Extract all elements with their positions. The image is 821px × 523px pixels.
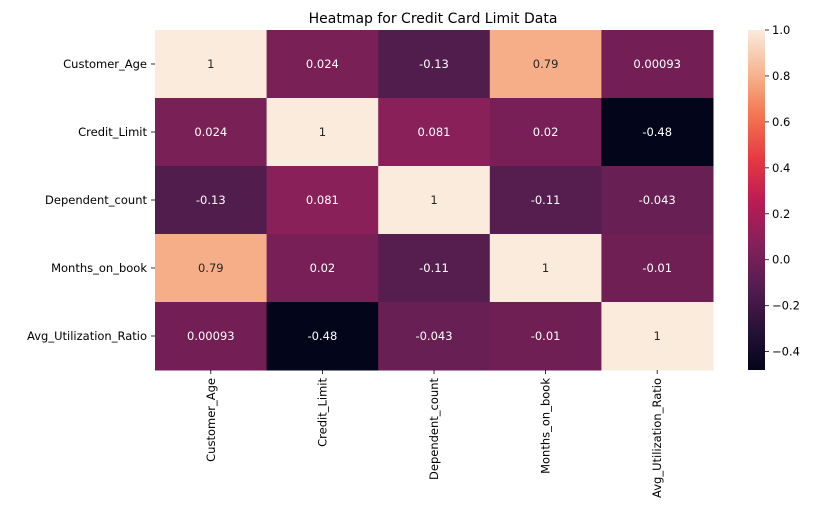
colorbar-tick-label: −0.2 [772, 299, 800, 313]
heatmap-cell [601, 234, 714, 303]
heatmap-cell [489, 302, 602, 371]
cell-value-label: -0.48 [308, 329, 338, 343]
cell-value-label: 1 [542, 261, 549, 275]
y-tick-label: Credit_Limit [78, 125, 147, 139]
colorbar: 1.0 0.8 0.6 0.4 0.2 0.0 −0.2 −0.4 [748, 23, 800, 370]
cell-value-label: 1 [430, 193, 437, 207]
colorbar-gradient [748, 30, 765, 370]
heatmap-cell [601, 30, 714, 99]
heatmap-cell [378, 166, 491, 235]
heatmap-cell [155, 30, 268, 99]
heatmap-cell [489, 234, 602, 303]
cell-value-label: 1 [207, 57, 214, 71]
colorbar-tick-label: 1.0 [772, 23, 790, 37]
y-tick-label: Dependent_count [45, 193, 147, 207]
heatmap-cell [601, 166, 714, 235]
cell-value-label: -0.11 [419, 261, 449, 275]
heatmap-cell [378, 30, 491, 99]
heatmap-cell [155, 98, 268, 167]
heatmap-cell [266, 30, 379, 99]
cell-value-label: -0.48 [642, 125, 672, 139]
cell-value-label: 1 [654, 329, 661, 343]
cell-value-label: 0.02 [533, 125, 559, 139]
heatmap-cell [378, 234, 491, 303]
heatmap-cell [601, 302, 714, 371]
x-tick-label: Dependent_count [427, 378, 441, 480]
colorbar-tick-label: 0.4 [772, 161, 790, 175]
colorbar-tick-label: 0.6 [772, 115, 790, 129]
cell-value-label: -0.043 [639, 193, 676, 207]
heatmap-cell [266, 234, 379, 303]
heatmap-cell [489, 30, 602, 99]
heatmap-cell [378, 98, 491, 167]
heatmap-cell [266, 302, 379, 371]
cell-value-label: 0.00093 [633, 57, 681, 71]
heatmap-cell [266, 166, 379, 235]
y-tick-label: Months_on_book [51, 261, 147, 275]
heatmap-cells: 1 0.024 -0.13 0.79 0.00093 0.024 1 0.081 0.02 -0.… [155, 30, 714, 371]
cell-value-label: 0.081 [418, 125, 451, 139]
chart-title: Heatmap for Credit Card Limit Data [309, 11, 558, 27]
cell-value-label: -0.043 [415, 329, 452, 343]
cell-value-label: -0.11 [531, 193, 561, 207]
cell-value-label: 0.024 [194, 125, 227, 139]
heatmap-cell [378, 302, 491, 371]
colorbar-tick-label: 0.0 [772, 253, 790, 267]
cell-value-label: -0.01 [531, 329, 561, 343]
cell-value-label: 1 [319, 125, 326, 139]
y-axis: Customer_Age Credit_Limit Dependent_count M… [27, 57, 155, 343]
heatmap-cell [155, 234, 268, 303]
cell-value-label: 0.081 [306, 193, 339, 207]
heatmap-cell [155, 302, 268, 371]
x-axis: Customer_Age Credit_Limit Dependent_count M… [204, 370, 664, 498]
heatmap-cell [266, 98, 379, 167]
heatmap-cell [489, 166, 602, 235]
cell-value-label: 0.024 [306, 57, 339, 71]
cell-value-label: 0.02 [310, 261, 336, 275]
heatmap-cell [601, 98, 714, 167]
cell-value-label: 0.79 [198, 261, 224, 275]
x-tick-label: Credit_Limit [315, 378, 329, 447]
x-tick-label: Customer_Age [204, 378, 218, 462]
colorbar-tick-label: 0.2 [772, 207, 790, 221]
cell-value-label: -0.13 [419, 57, 449, 71]
heatmap-cell [155, 166, 268, 235]
x-tick-label: Months_on_book [539, 378, 553, 474]
y-tick-label: Customer_Age [63, 57, 147, 71]
colorbar-tick-label: −0.4 [772, 345, 800, 359]
colorbar-tick-label: 0.8 [772, 69, 790, 83]
cell-value-label: 0.00093 [187, 329, 235, 343]
heatmap-cell [489, 98, 602, 167]
cell-value-label: -0.13 [196, 193, 226, 207]
cell-value-label: 0.79 [533, 57, 559, 71]
x-tick-label: Avg_Utilization_Ratio [650, 378, 664, 498]
cell-value-label: -0.01 [642, 261, 672, 275]
y-tick-label: Avg_Utilization_Ratio [27, 329, 147, 343]
